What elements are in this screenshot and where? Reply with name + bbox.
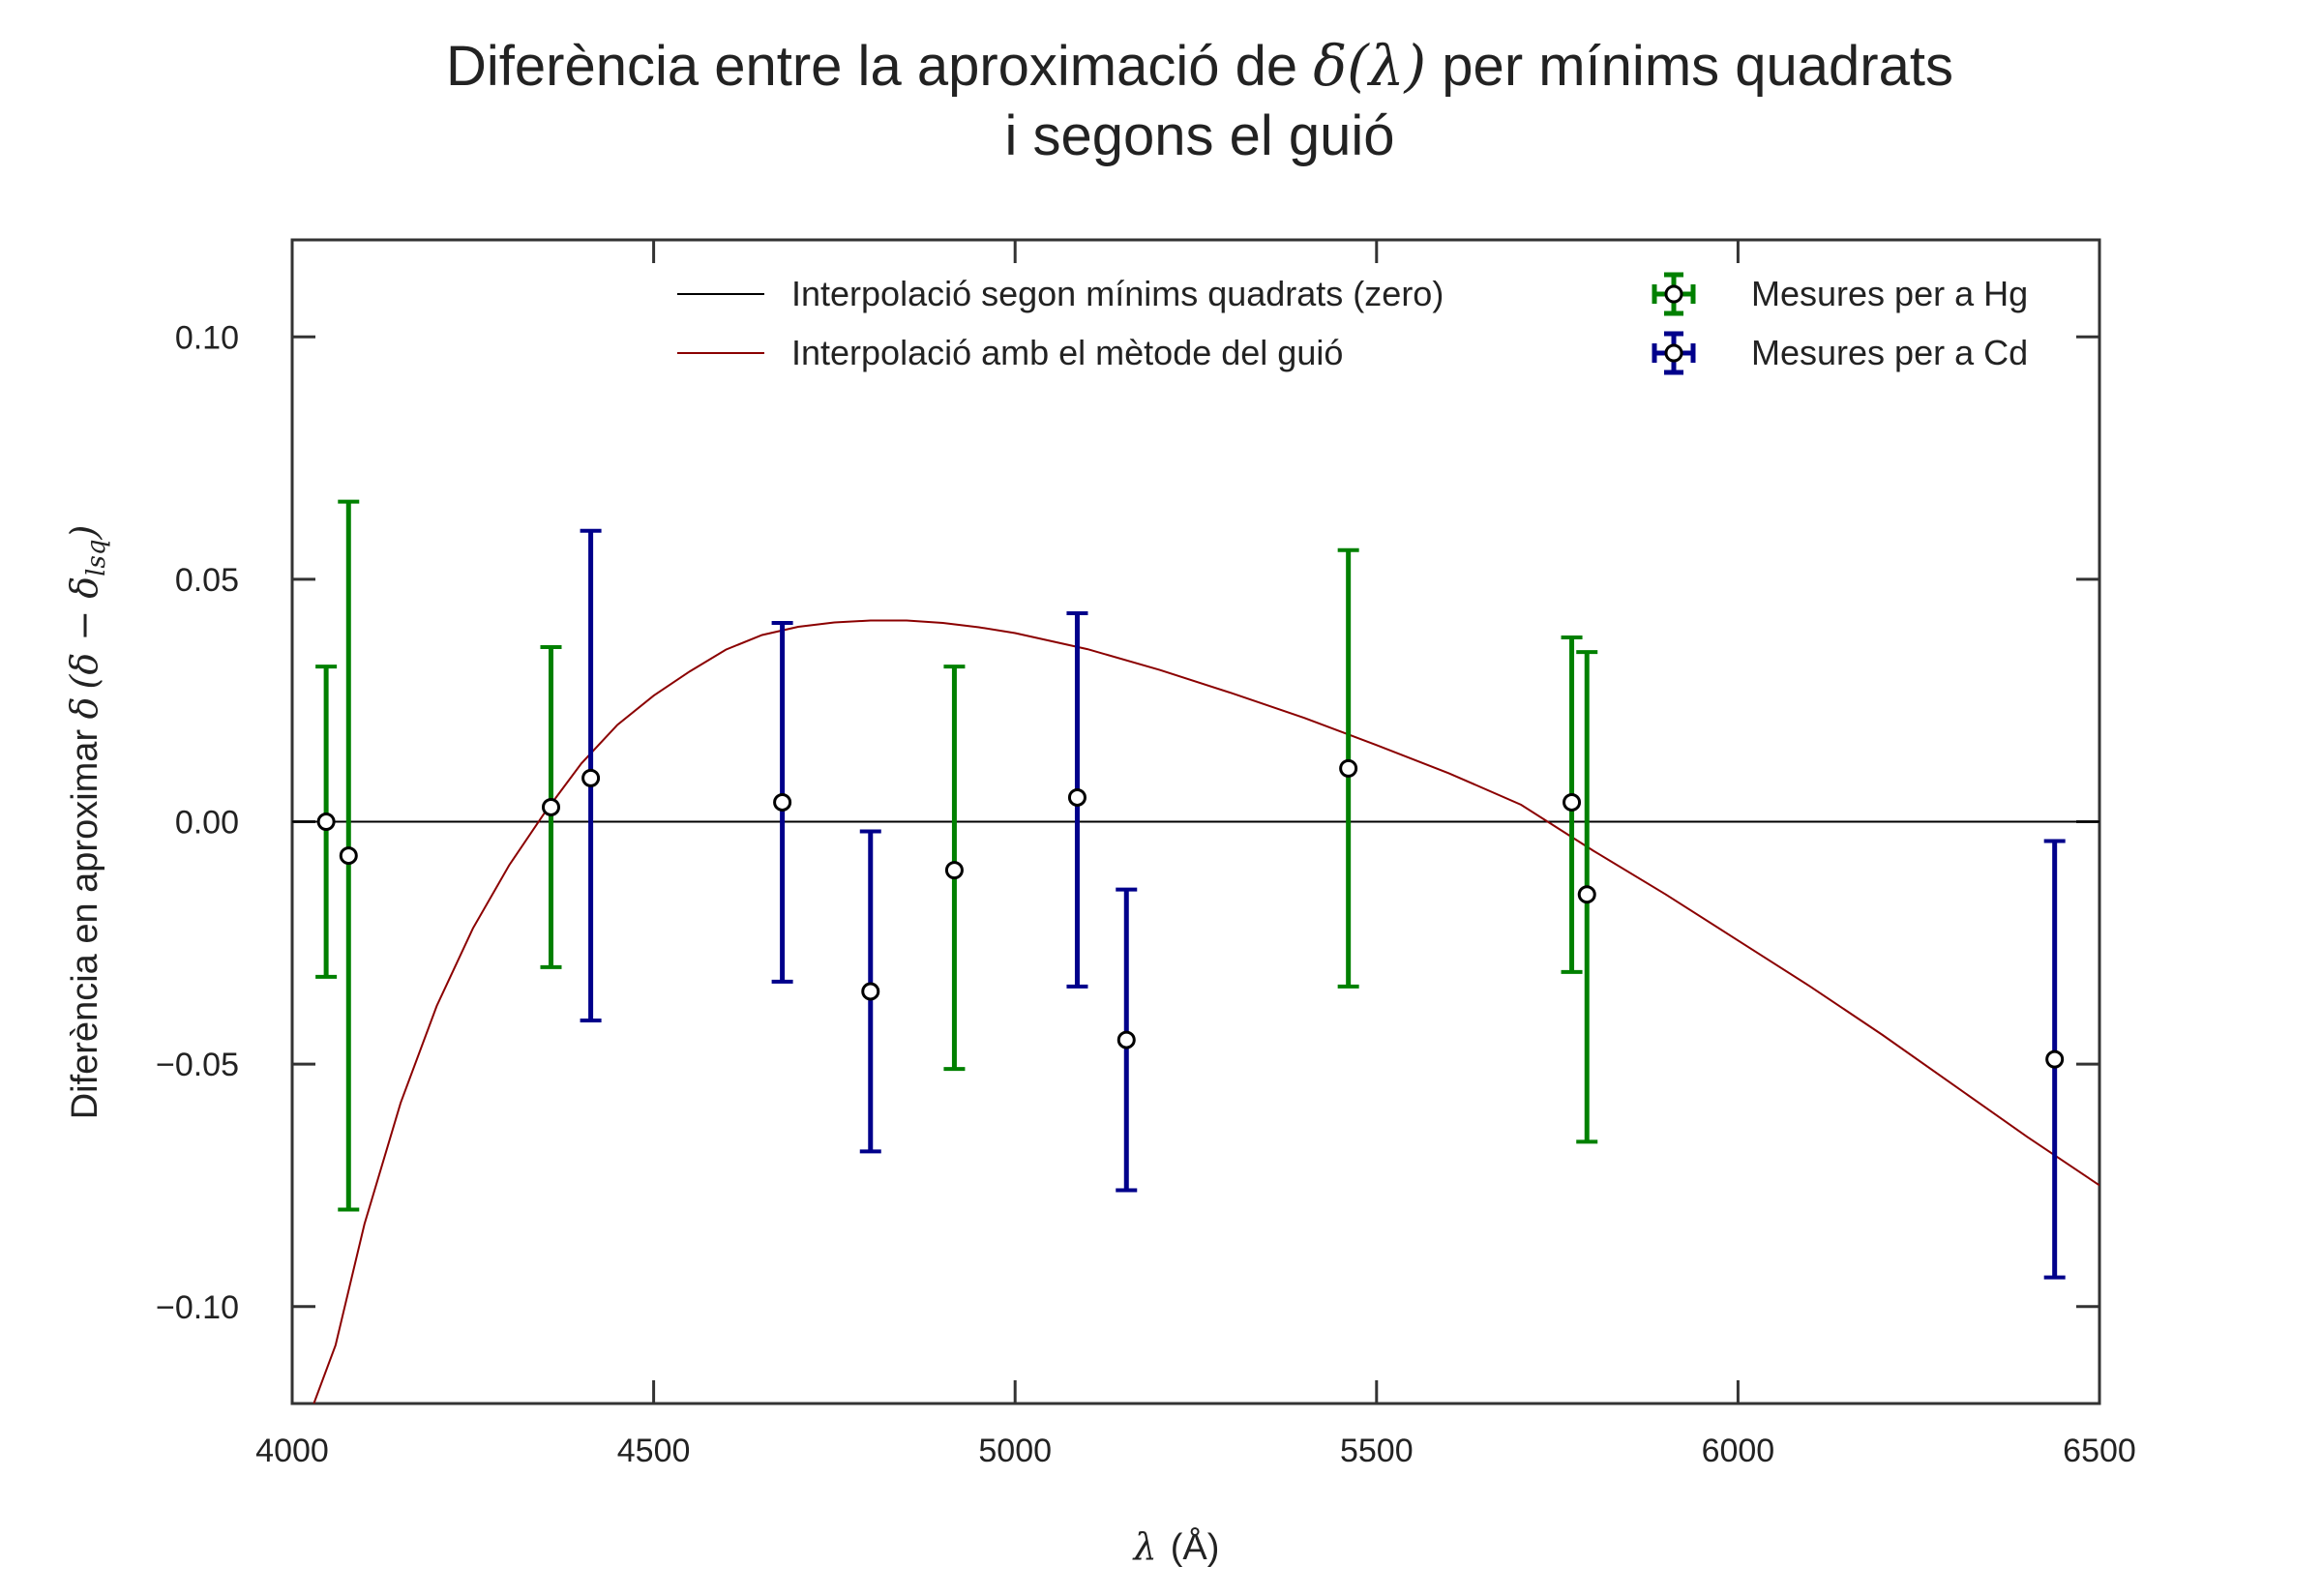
y-tick-label: −0.05 (156, 1047, 239, 1083)
legend-label-cd: Mesures per a Cd (1751, 333, 2028, 372)
x-tick-label: 4000 (255, 1433, 329, 1469)
data-point-hg (1577, 885, 1596, 904)
x-axis-label: λ (Å) (1132, 1525, 1220, 1568)
data-point-cd (773, 792, 792, 812)
data-point-cd (581, 768, 601, 787)
y-axis-label: Diferència en aproximar δ (δ − δlsq) (63, 525, 111, 1120)
data-point-hg (339, 846, 358, 866)
chart-title-math: δ(λ) (1313, 33, 1426, 99)
legend-label-zero-line: Interpolació segon mínims quadrats (zero… (791, 274, 1444, 313)
y-tick-label: 0.05 (175, 562, 239, 599)
data-point-hg (1563, 792, 1582, 812)
legend-swatch-hg (1652, 272, 1696, 316)
lines-layer (292, 619, 2099, 1404)
y-tick-label: 0.00 (175, 805, 239, 842)
data-point-hg (944, 861, 964, 880)
guio-curve (313, 619, 2099, 1404)
chart-title-suffix: per mínims quadrats (1426, 35, 1953, 98)
x-axis-label-math: λ (1132, 1525, 1157, 1568)
chart-title-line2: i segons el guió (1004, 104, 1394, 167)
y-tick-label: 0.10 (175, 319, 239, 356)
x-axis-label-unit: (Å) (1171, 1525, 1220, 1568)
y-axis-label-math: δ (63, 696, 105, 719)
x-tick-labels: 4000 4500 5000 5500 6000 6500 (255, 1433, 2136, 1469)
data-point-cd (1067, 787, 1087, 807)
legend-label-guio-line: Interpolació amb el mètode del guió (791, 333, 1343, 372)
chart-title-line1: Diferència entre la aproximació de δ(λ) … (446, 33, 1953, 99)
x-tick-label: 6500 (2063, 1433, 2136, 1469)
x-tick-label: 5000 (978, 1433, 1052, 1469)
data-point-hg (1339, 758, 1358, 778)
legend: Interpolació segon mínims quadrats (zero… (677, 272, 2028, 375)
data-point-cd (861, 982, 880, 1001)
legend-label-hg: Mesures per a Hg (1751, 274, 2028, 313)
data-point-hg (541, 797, 560, 816)
y-axis-label-prefix: Diferència en aproximar (65, 719, 105, 1119)
x-tick-label: 5500 (1340, 1433, 1414, 1469)
y-axis-label-close: ) (63, 525, 105, 541)
chart-title-prefix: Diferència entre la aproximació de (446, 35, 1313, 98)
y-axis-label-subscript: lsq (82, 540, 111, 576)
y-tick-labels: 0.10 0.05 0.00 −0.05 −0.10 (156, 319, 239, 1326)
data-point-cd (2045, 1049, 2065, 1069)
markers-layer (316, 758, 2065, 1069)
y-axis-label-paren: (δ − δ (63, 576, 105, 690)
y-tick-label: −0.10 (156, 1289, 239, 1326)
x-tick-label: 4500 (617, 1433, 691, 1469)
legend-swatch-cd (1652, 331, 1696, 375)
x-tick-label: 6000 (1702, 1433, 1775, 1469)
data-point-cd (1116, 1030, 1136, 1049)
data-point-hg (316, 813, 336, 831)
